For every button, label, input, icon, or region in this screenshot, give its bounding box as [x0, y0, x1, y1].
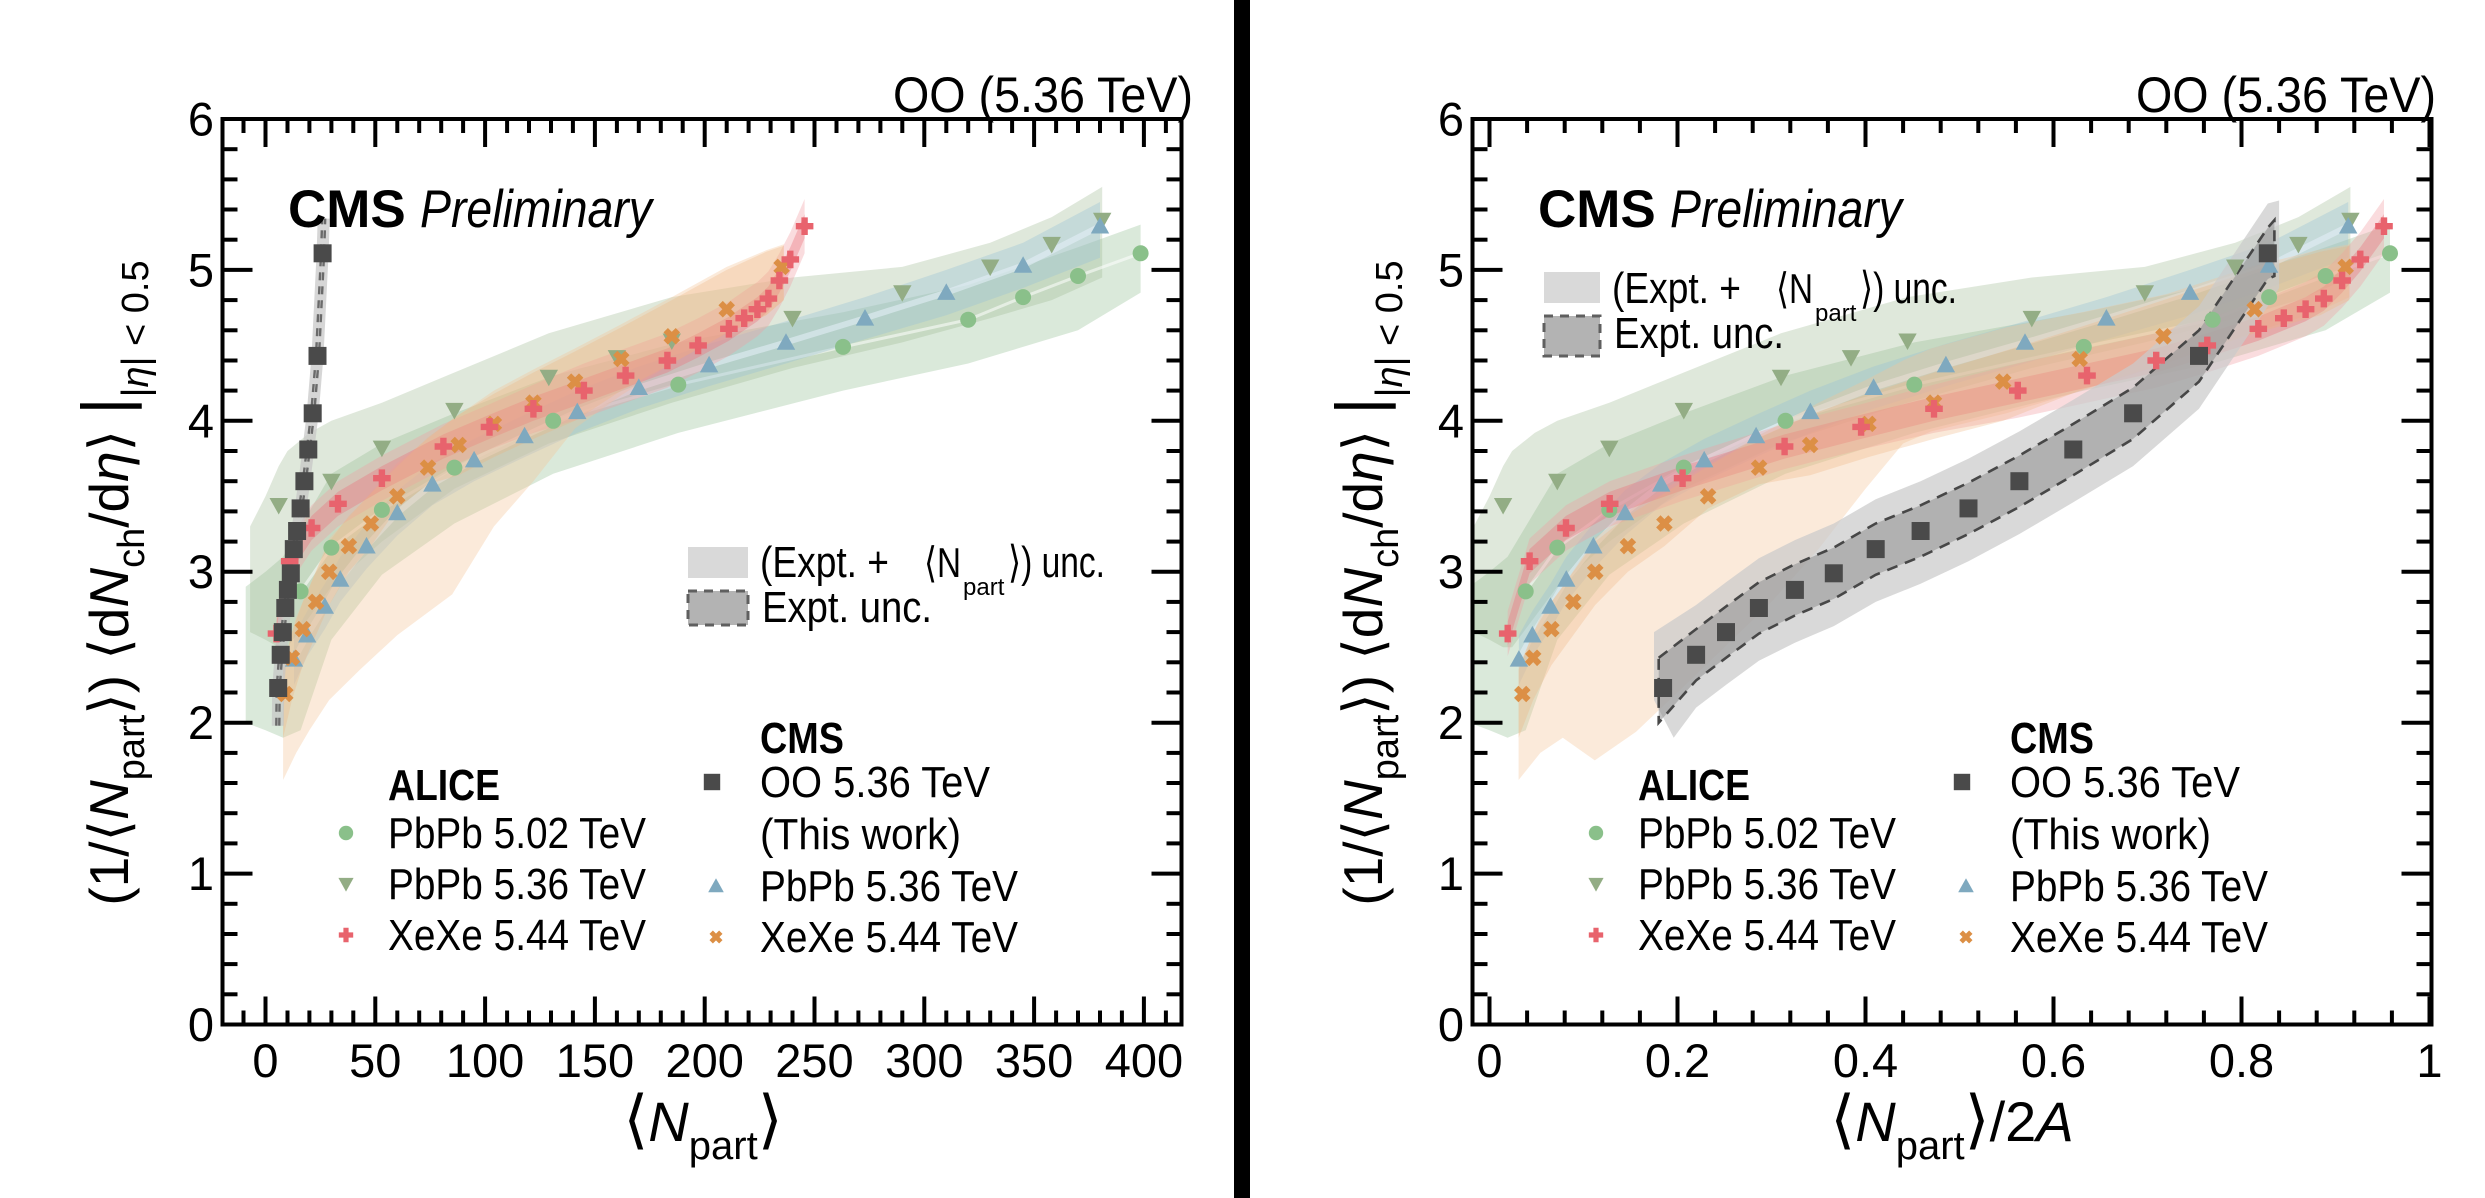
svg-text:OO 5.36 TeV: OO 5.36 TeV — [760, 758, 991, 807]
svg-text:⟨N: ⟨N — [924, 539, 961, 586]
svg-text:(1/⟨Npart⟩) ⟨dNch/dη⟩ ||η| < 0: (1/⟨Npart⟩) ⟨dNch/dη⟩ ||η| < 0.5 — [1322, 260, 1411, 905]
svg-text:ALICE: ALICE — [388, 761, 500, 810]
svg-text:⟨Npart⟩/2A: ⟨Npart⟩/2A — [1830, 1083, 2073, 1168]
svg-text:1: 1 — [2416, 1034, 2442, 1087]
svg-text:0.4: 0.4 — [1833, 1034, 1898, 1087]
svg-text:Preliminary: Preliminary — [420, 180, 655, 239]
svg-text:⟩) unc.: ⟩) unc. — [1860, 264, 1957, 313]
svg-text:(This work): (This work) — [2010, 810, 2211, 859]
svg-text:Expt. unc.: Expt. unc. — [1614, 309, 1784, 358]
svg-text:2: 2 — [188, 696, 214, 749]
svg-text:XeXe 5.44 TeV: XeXe 5.44 TeV — [760, 913, 1019, 962]
svg-text:5: 5 — [188, 243, 214, 296]
svg-text:PbPb 5.02 TeV: PbPb 5.02 TeV — [1638, 809, 1897, 858]
svg-text:4: 4 — [188, 394, 214, 447]
svg-text:6: 6 — [1438, 93, 1464, 146]
svg-text:OO (5.36 TeV): OO (5.36 TeV) — [2136, 67, 2436, 123]
svg-text:50: 50 — [349, 1034, 401, 1087]
svg-text:PbPb 5.02 TeV: PbPb 5.02 TeV — [388, 809, 647, 858]
svg-text:1: 1 — [188, 847, 214, 900]
svg-text:300: 300 — [885, 1034, 963, 1087]
svg-text:0.8: 0.8 — [2209, 1034, 2274, 1087]
svg-text:(This work): (This work) — [760, 810, 961, 859]
svg-text:PbPb 5.36 TeV: PbPb 5.36 TeV — [1638, 860, 1897, 909]
svg-text:PbPb 5.36 TeV: PbPb 5.36 TeV — [760, 862, 1019, 911]
svg-text:2: 2 — [1438, 696, 1464, 749]
svg-text:CMS: CMS — [288, 180, 406, 239]
svg-text:0.2: 0.2 — [1645, 1034, 1710, 1087]
svg-text:0: 0 — [252, 1034, 278, 1087]
svg-text:0.6: 0.6 — [2021, 1034, 2086, 1087]
svg-text:250: 250 — [775, 1034, 853, 1087]
svg-text:⟩) unc.: ⟩) unc. — [1008, 538, 1105, 587]
svg-text:⟨N: ⟨N — [1776, 265, 1813, 312]
svg-text:350: 350 — [995, 1034, 1073, 1087]
svg-text:150: 150 — [556, 1034, 634, 1087]
svg-text:400: 400 — [1105, 1034, 1183, 1087]
svg-text:Preliminary: Preliminary — [1670, 180, 1905, 239]
svg-text:0: 0 — [1438, 998, 1464, 1051]
svg-text:3: 3 — [1438, 545, 1464, 598]
svg-text:PbPb 5.36 TeV: PbPb 5.36 TeV — [388, 860, 647, 909]
svg-text:PbPb 5.36 TeV: PbPb 5.36 TeV — [2010, 862, 2269, 911]
svg-text:CMS: CMS — [760, 714, 844, 763]
svg-text:200: 200 — [665, 1034, 743, 1087]
svg-text:part: part — [1815, 300, 1857, 327]
svg-text:(1/⟨Npart⟩) ⟨dNch/dη⟩ ||η| < 0: (1/⟨Npart⟩) ⟨dNch/dη⟩ ||η| < 0.5 — [68, 260, 157, 905]
svg-text:0: 0 — [188, 998, 214, 1051]
svg-text:100: 100 — [446, 1034, 524, 1087]
svg-text:OO (5.36 TeV): OO (5.36 TeV) — [893, 67, 1193, 123]
svg-text:6: 6 — [188, 93, 214, 146]
svg-text:XeXe 5.44 TeV: XeXe 5.44 TeV — [388, 911, 647, 960]
svg-text:⟨Npart⟩: ⟨Npart⟩ — [623, 1083, 782, 1168]
svg-text:OO 5.36 TeV: OO 5.36 TeV — [2010, 758, 2241, 807]
svg-text:(Expt. +: (Expt. + — [1612, 264, 1741, 313]
svg-text:CMS: CMS — [1538, 180, 1656, 239]
svg-text:1: 1 — [1438, 847, 1464, 900]
svg-text:ALICE: ALICE — [1638, 761, 1750, 810]
svg-text:(Expt. +: (Expt. + — [760, 538, 889, 587]
svg-text:0: 0 — [1476, 1034, 1502, 1087]
svg-text:4: 4 — [1438, 394, 1464, 447]
svg-text:Expt. unc.: Expt. unc. — [762, 583, 932, 632]
svg-text:XeXe 5.44 TeV: XeXe 5.44 TeV — [1638, 911, 1897, 960]
svg-text:XeXe 5.44 TeV: XeXe 5.44 TeV — [2010, 913, 2269, 962]
svg-text:part: part — [963, 574, 1005, 601]
svg-text:5: 5 — [1438, 243, 1464, 296]
svg-text:3: 3 — [188, 545, 214, 598]
svg-text:CMS: CMS — [2010, 714, 2094, 763]
